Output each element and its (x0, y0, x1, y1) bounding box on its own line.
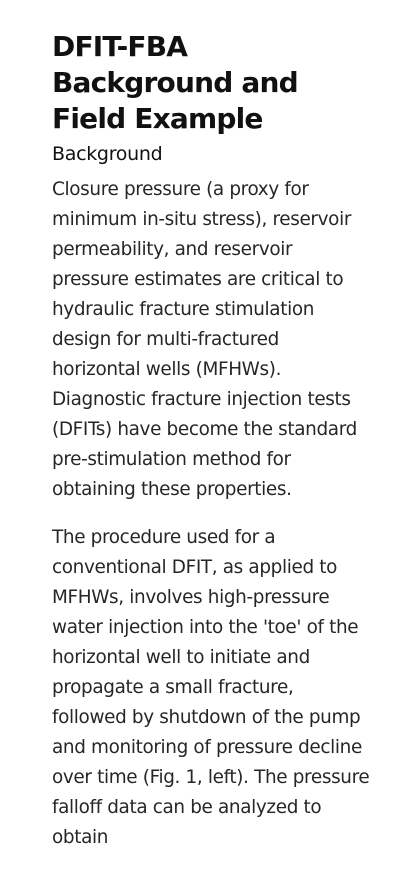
page-title: DFIT-FBA Background and Field Example (52, 30, 299, 135)
paragraph-2: The procedure used for a conventional DF… (52, 527, 370, 848)
paragraph-1: Closure pressure (a proxy for minimum in… (52, 179, 357, 500)
section-heading-background: Background (52, 143, 163, 165)
article-content: DFIT-FBA Background and Field Example Ba… (52, 0, 370, 853)
